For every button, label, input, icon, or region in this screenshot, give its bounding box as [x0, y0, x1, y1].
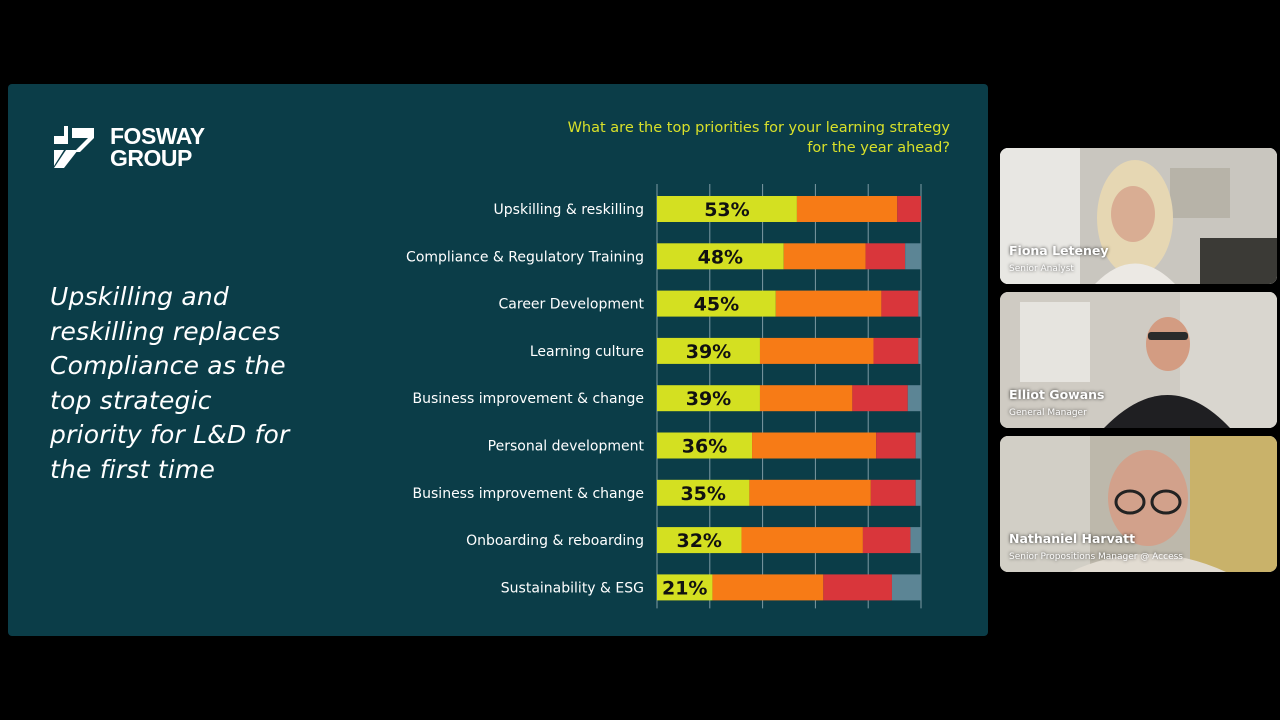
data-label: 53%: [704, 199, 749, 221]
category-label: Business improvement & change: [413, 486, 644, 502]
category-label: Sustainability & ESG: [501, 580, 644, 596]
bar-segment: [873, 337, 919, 364]
bar-segment: [918, 290, 921, 317]
data-label: 45%: [694, 294, 739, 316]
bar-segment: [759, 385, 853, 412]
bar-segment: [657, 385, 760, 412]
bar-segment: [783, 243, 866, 270]
participant-name-2: Elliot Gowans: [1009, 387, 1105, 402]
data-label: 36%: [682, 436, 727, 458]
data-label: 35%: [680, 483, 725, 505]
bar-segment: [865, 243, 906, 270]
bar-segment: [657, 290, 776, 317]
data-label: 39%: [686, 388, 731, 410]
category-label: Onboarding & reboarding: [466, 533, 644, 549]
fosway-logo-icon: [54, 126, 94, 168]
bar-segment: [876, 432, 916, 459]
bar-segment: [775, 290, 882, 317]
fosway-logo: FOSWAY GROUP: [54, 123, 224, 171]
bar-segment: [897, 196, 921, 222]
logo-line-2: GROUP: [110, 145, 192, 171]
participant-role-3: Senior Propositions Manager @ Access: [1009, 552, 1183, 562]
bar-segment: [657, 196, 797, 222]
bar-segment: [907, 385, 921, 412]
bar-segment: [712, 574, 824, 601]
bar-segment: [752, 432, 877, 459]
participant-role-2: General Manager: [1009, 408, 1087, 418]
bar-segment: [657, 432, 753, 459]
data-label: 48%: [698, 246, 743, 268]
bar-segment: [759, 337, 874, 364]
category-label: Personal development: [488, 439, 645, 455]
participant-name-1: Fiona Leteney: [1009, 243, 1109, 258]
chart-question: What are the top priorities for your lea…: [567, 120, 950, 156]
bar-segment: [741, 527, 863, 554]
bar-segment: [796, 196, 898, 222]
participant-name-3: Nathaniel Harvatt: [1009, 531, 1136, 546]
category-label: Business improvement & change: [413, 391, 644, 407]
participant-video-1: [1000, 148, 1277, 284]
bar-segment: [915, 432, 921, 459]
presentation-slide: FOSWAY GROUP Upskilling and reskilling r…: [8, 84, 988, 636]
participant-tile-2[interactable]: Elliot Gowans General Manager: [1000, 292, 1277, 428]
bar-segment: [905, 243, 921, 270]
bar-segment: [657, 527, 742, 554]
bar-segment: [657, 243, 784, 270]
data-label: 21%: [662, 577, 707, 599]
category-label: Compliance & Regulatory Training: [406, 249, 644, 265]
bar-segment: [891, 574, 921, 601]
bar-segment: [852, 385, 908, 412]
logo-line-1: FOSWAY: [110, 123, 205, 149]
participant-video-2: [1000, 292, 1277, 428]
participant-role-1: Senior Analyst: [1009, 264, 1074, 274]
bar-segment: [862, 527, 911, 554]
category-label: Career Development: [499, 297, 645, 313]
participant-tile-1[interactable]: Fiona Leteney Senior Analyst: [1000, 148, 1277, 284]
participant-video-3: [1000, 436, 1277, 572]
data-label: 39%: [686, 341, 731, 363]
bar-segment: [823, 574, 892, 601]
data-label: 32%: [676, 530, 721, 552]
bar-segment: [749, 479, 871, 506]
bar-segment: [657, 574, 713, 601]
bar-segment: [657, 337, 760, 364]
bar-segment: [910, 527, 921, 554]
participant-tile-3[interactable]: Nathaniel Harvatt Senior Propositions Ma…: [1000, 436, 1277, 572]
stacked-bar-chart: Upskilling & reskilling 53% Compliance & R…: [406, 184, 922, 609]
bar-segment: [657, 479, 750, 506]
bar-segment: [870, 479, 916, 506]
category-label: Upskilling & reskilling: [494, 202, 644, 218]
slide-headline: Upskilling and reskilling replaces Compl…: [50, 282, 290, 484]
category-label: Learning culture: [530, 344, 644, 360]
bar-segment: [915, 479, 921, 506]
bar-segment: [918, 337, 921, 364]
bar-segment: [881, 290, 919, 317]
